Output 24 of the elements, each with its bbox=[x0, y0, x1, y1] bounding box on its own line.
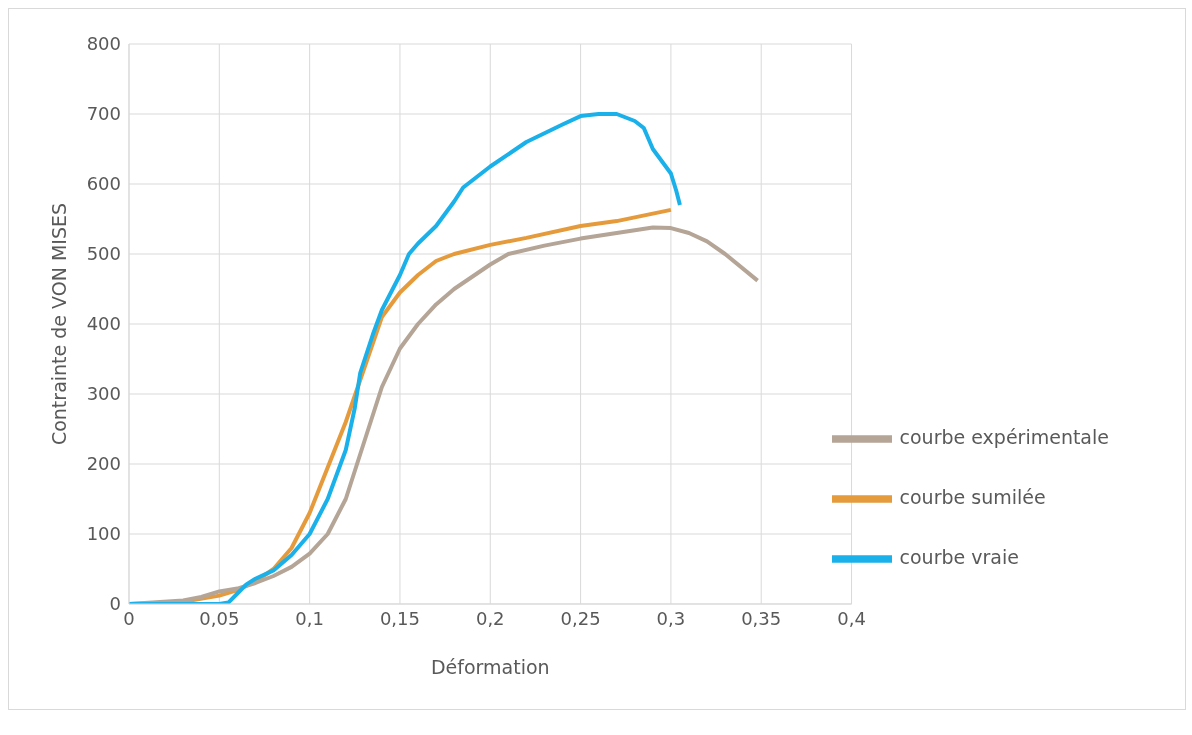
x-tick-label: 0 bbox=[123, 607, 135, 629]
y-tick-label: 100 bbox=[86, 523, 121, 545]
y-tick-label: 400 bbox=[86, 313, 121, 335]
x-tick-label: 0,4 bbox=[837, 607, 866, 629]
legend-label: courbe sumilée bbox=[899, 485, 1046, 508]
x-tick-label: 0,1 bbox=[295, 607, 324, 629]
x-axis-title: Déformation bbox=[430, 656, 550, 678]
y-tick-label: 800 bbox=[86, 33, 121, 55]
y-tick-label: 600 bbox=[86, 173, 121, 195]
y-tick-label: 500 bbox=[86, 243, 121, 265]
y-tick-label: 700 bbox=[86, 103, 121, 125]
x-tick-label: 0,2 bbox=[475, 607, 505, 629]
legend-label: courbe vraie bbox=[899, 545, 1019, 568]
line-series bbox=[129, 112, 682, 604]
y-tick-label: 200 bbox=[86, 453, 121, 475]
y-tick-label: 0 bbox=[109, 593, 121, 615]
y-tick-label: 300 bbox=[86, 383, 121, 405]
legend-label: courbe expérimentale bbox=[899, 425, 1109, 448]
y-axis-title: Contrainte de VON MISES bbox=[47, 202, 70, 446]
x-tick-label: 0,35 bbox=[741, 607, 782, 629]
x-tick-label: 0,25 bbox=[560, 607, 601, 629]
x-tick-label: 0,15 bbox=[379, 607, 420, 629]
x-tick-label: 0,3 bbox=[656, 607, 686, 629]
x-tick-label: 0,05 bbox=[199, 607, 240, 629]
